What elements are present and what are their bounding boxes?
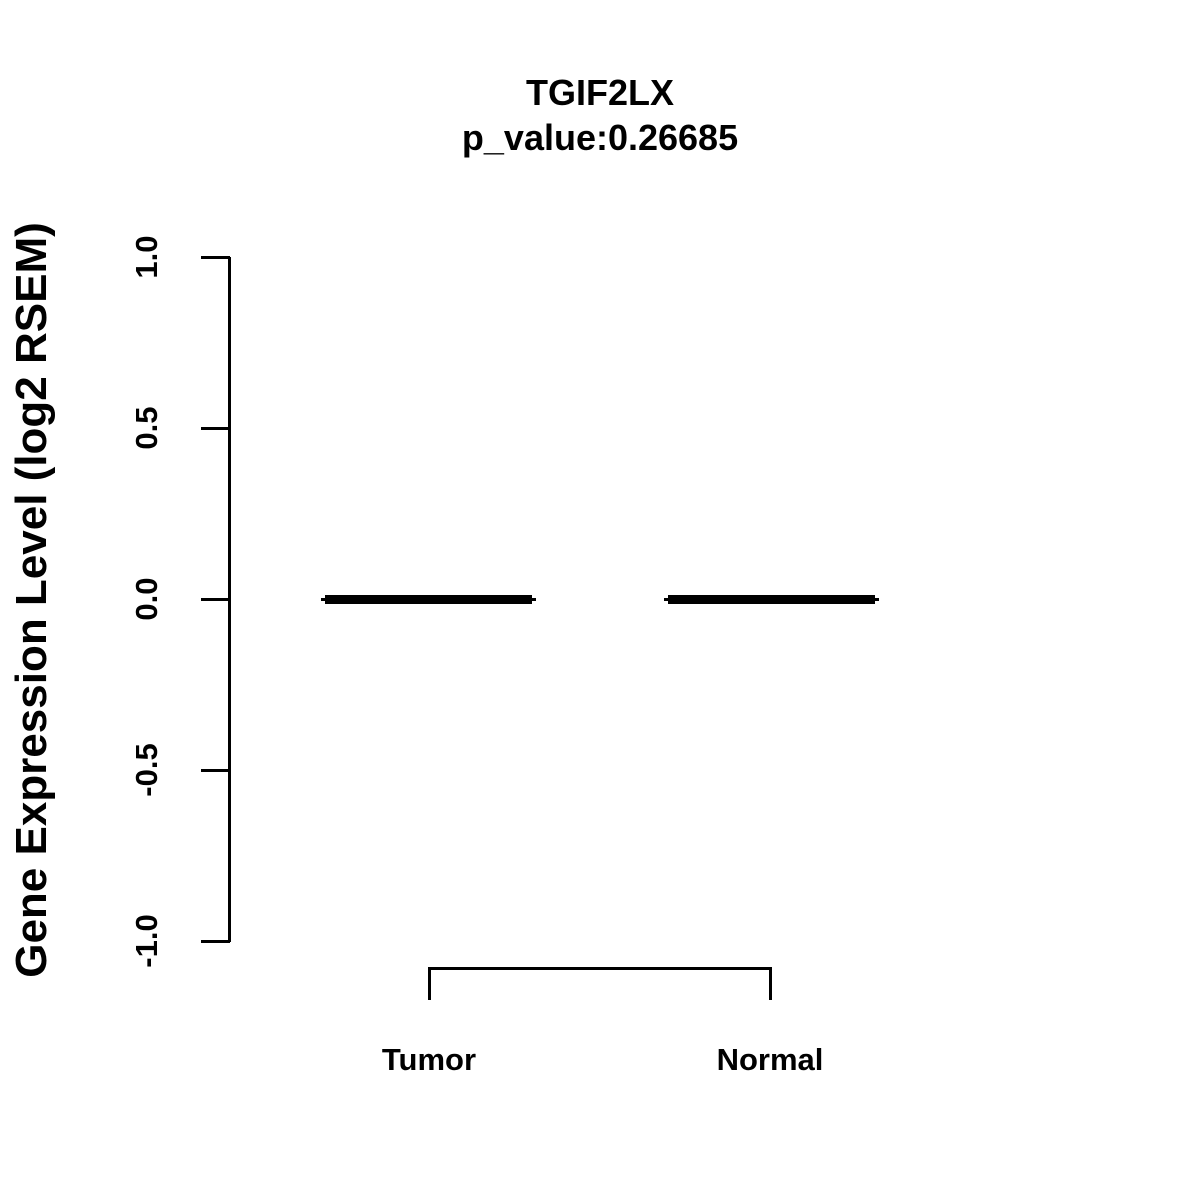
y-tick-label-0.0: 0.0 <box>129 577 164 621</box>
boxplot-tumor-median-line <box>325 595 532 604</box>
y-axis-title: Gene Expression Level (log2 RSEM) <box>7 222 56 978</box>
p-value-subtitle: p_value:0.26685 <box>461 117 739 158</box>
gene-title: TGIF2LX <box>525 72 674 113</box>
boxplot-normal-median-line <box>668 595 875 604</box>
y-tick-mark--1.0 <box>201 940 230 943</box>
y-tick-mark--0.5 <box>201 769 230 772</box>
y-tick-mark-0.0 <box>201 598 230 601</box>
chart-title-block: TGIF2LX p_value:0.26685 <box>200 70 1000 160</box>
x-category-label-tumor: Tumor <box>381 1042 477 1077</box>
comparison-bracket-left-leg <box>428 967 431 1000</box>
y-tick-label--0.5: -0.5 <box>129 743 164 797</box>
y-tick-mark-1.0 <box>201 256 230 259</box>
y-tick-label-0.5: 0.5 <box>129 406 164 450</box>
x-category-label-normal: Normal <box>716 1042 824 1077</box>
comparison-bracket-horizontal <box>428 967 772 970</box>
y-tick-label--1.0: -1.0 <box>129 914 164 968</box>
y-tick-mark-0.5 <box>201 427 230 430</box>
comparison-bracket-right-leg <box>769 967 772 1000</box>
y-tick-label-1.0: 1.0 <box>129 235 164 279</box>
